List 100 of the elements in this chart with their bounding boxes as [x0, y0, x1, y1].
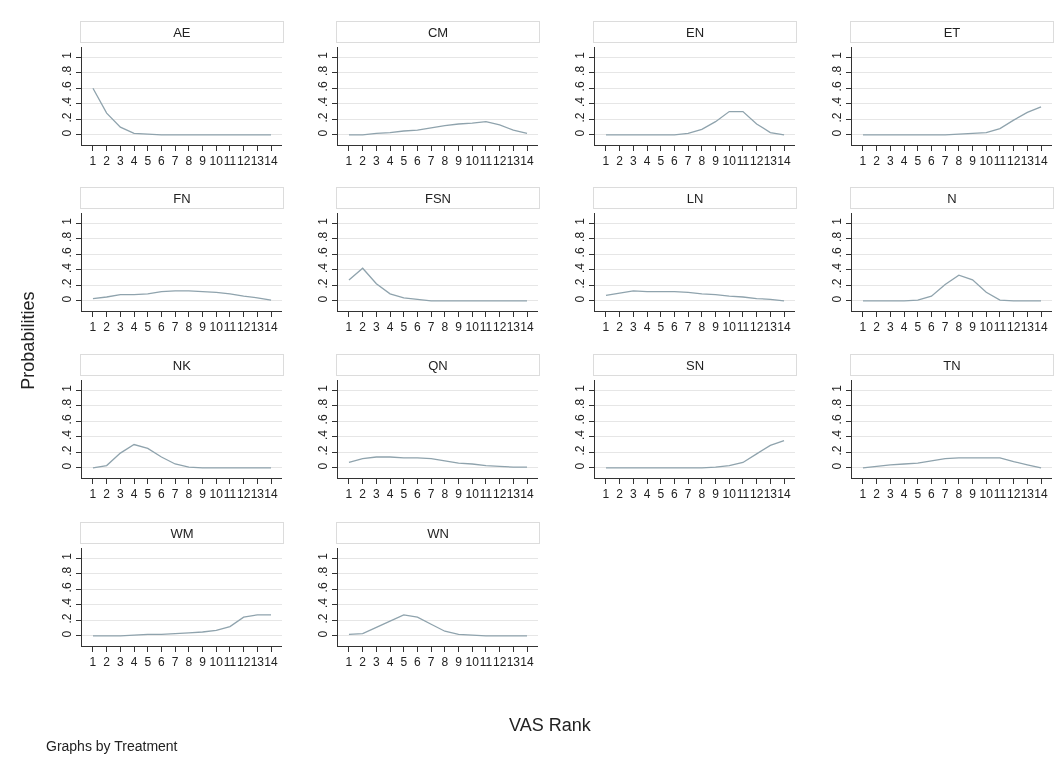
x-tick-label: 8: [185, 655, 193, 670]
x-tick-label: 6: [158, 487, 166, 502]
text: Graphs by Treatment: [46, 738, 178, 754]
x-tick-label: 9: [199, 655, 207, 670]
x-tick-label: 11: [223, 154, 237, 169]
y-tick-label: .8: [573, 398, 588, 409]
x-tick-label: 6: [158, 655, 166, 670]
chart-title: EN: [685, 24, 705, 40]
x-tick-label: 6: [928, 154, 936, 169]
x-tick-label: 10: [209, 154, 224, 169]
x-tick-label: 2: [359, 487, 367, 502]
x-tick-label: 11: [993, 154, 1007, 169]
x-tick-label: 4: [900, 154, 908, 169]
x-tick-label: 3: [887, 154, 895, 169]
y-tick-label: 1: [60, 51, 75, 59]
line-series: [862, 457, 1042, 469]
x-tick-label: 8: [955, 320, 963, 335]
y-tick-label: .2: [60, 445, 75, 456]
chart-title: WM: [170, 525, 194, 541]
x-tick-label: 2: [873, 320, 881, 335]
x-tick-label: 13: [763, 320, 778, 335]
y-tick-label: 1: [60, 217, 75, 225]
x-tick-label: 13: [250, 487, 265, 502]
x-tick-label: 11: [479, 320, 493, 335]
y-tick-label: .8: [573, 231, 588, 242]
line-series: [605, 110, 785, 136]
y-tick-label: 1: [573, 51, 588, 59]
x-tick-label: 13: [763, 487, 778, 502]
x-tick-label: 10: [979, 320, 994, 335]
y-tick-label: .8: [830, 231, 845, 242]
x-tick-label: 2: [616, 320, 624, 335]
x-tick-label: 3: [117, 154, 125, 169]
x-tick-label: 14: [777, 320, 792, 335]
x-tick-label: 5: [144, 655, 152, 670]
x-tick-label: 5: [400, 487, 408, 502]
y-tick-label: .8: [316, 65, 331, 76]
x-tick-label: 3: [630, 320, 638, 335]
x-tick-label: 14: [264, 320, 279, 335]
x-tick-label: 14: [520, 154, 535, 169]
x-tick-label: 10: [722, 154, 737, 169]
y-tick-label: .6: [60, 414, 75, 425]
x-tick-label: 12: [236, 487, 251, 502]
x-tick-label: 9: [199, 320, 207, 335]
line-series: [605, 290, 785, 302]
x-tick-label: 5: [657, 320, 665, 335]
x-tick-label: 9: [199, 154, 207, 169]
x-tick-label: 5: [914, 487, 922, 502]
x-tick-label: 7: [684, 487, 692, 502]
x-tick-label: 8: [185, 320, 193, 335]
x-tick-label: 6: [671, 154, 679, 169]
y-tick-label: .8: [316, 231, 331, 242]
y-tick-label: 0: [60, 295, 75, 303]
x-tick-label: 2: [359, 154, 367, 169]
x-tick-label: 5: [914, 154, 922, 169]
y-tick-label: .4: [60, 597, 75, 608]
y-tick-label: .2: [316, 112, 331, 123]
x-tick-label: 4: [643, 320, 651, 335]
line-series: [348, 456, 528, 468]
x-tick-label: 10: [209, 487, 224, 502]
y-tick-label: 0: [60, 129, 75, 137]
x-tick-label: 7: [427, 655, 435, 670]
x-tick-label: 9: [455, 154, 463, 169]
y-tick-label: .4: [316, 96, 331, 107]
y-tick-label: .4: [316, 597, 331, 608]
x-tick-label: 8: [441, 154, 449, 169]
x-tick-label: 3: [887, 487, 895, 502]
x-tick-label: 1: [859, 320, 867, 335]
x-tick-label: 5: [400, 154, 408, 169]
y-tick-label: 0: [316, 462, 331, 470]
x-tick-label: 5: [144, 487, 152, 502]
line-series: [862, 274, 1042, 302]
y-tick-label: 0: [573, 129, 588, 137]
x-tick-label: 12: [236, 655, 251, 670]
chart-title: FN: [173, 190, 191, 206]
y-tick-label: 1: [316, 384, 331, 392]
y-tick-label: .2: [316, 278, 331, 289]
chart-title: WN: [427, 525, 449, 541]
x-tick-label: 9: [455, 487, 463, 502]
y-tick-label: 1: [573, 384, 588, 392]
y-tick-label: .4: [830, 429, 845, 440]
x-tick-label: 4: [386, 154, 394, 169]
x-tick-label: 10: [209, 655, 224, 670]
y-tick-label: 0: [830, 295, 845, 303]
x-tick-label: 10: [465, 320, 480, 335]
x-tick-label: 1: [89, 154, 97, 169]
x-tick-label: 6: [414, 487, 422, 502]
y-tick-label: .6: [316, 81, 331, 92]
x-tick-label: 12: [236, 154, 251, 169]
line-series: [92, 443, 272, 469]
y-tick-label: .2: [830, 445, 845, 456]
y-tick-label: 1: [573, 217, 588, 225]
y-tick-label: 1: [60, 552, 75, 560]
y-tick-label: .4: [60, 429, 75, 440]
x-tick-label: 4: [130, 154, 138, 169]
y-tick-label: .6: [573, 81, 588, 92]
y-tick-label: 1: [830, 217, 845, 225]
x-tick-label: 12: [1006, 320, 1021, 335]
x-tick-label: 10: [465, 487, 480, 502]
x-tick-label: 3: [117, 320, 125, 335]
chart-title: FSN: [425, 190, 451, 206]
